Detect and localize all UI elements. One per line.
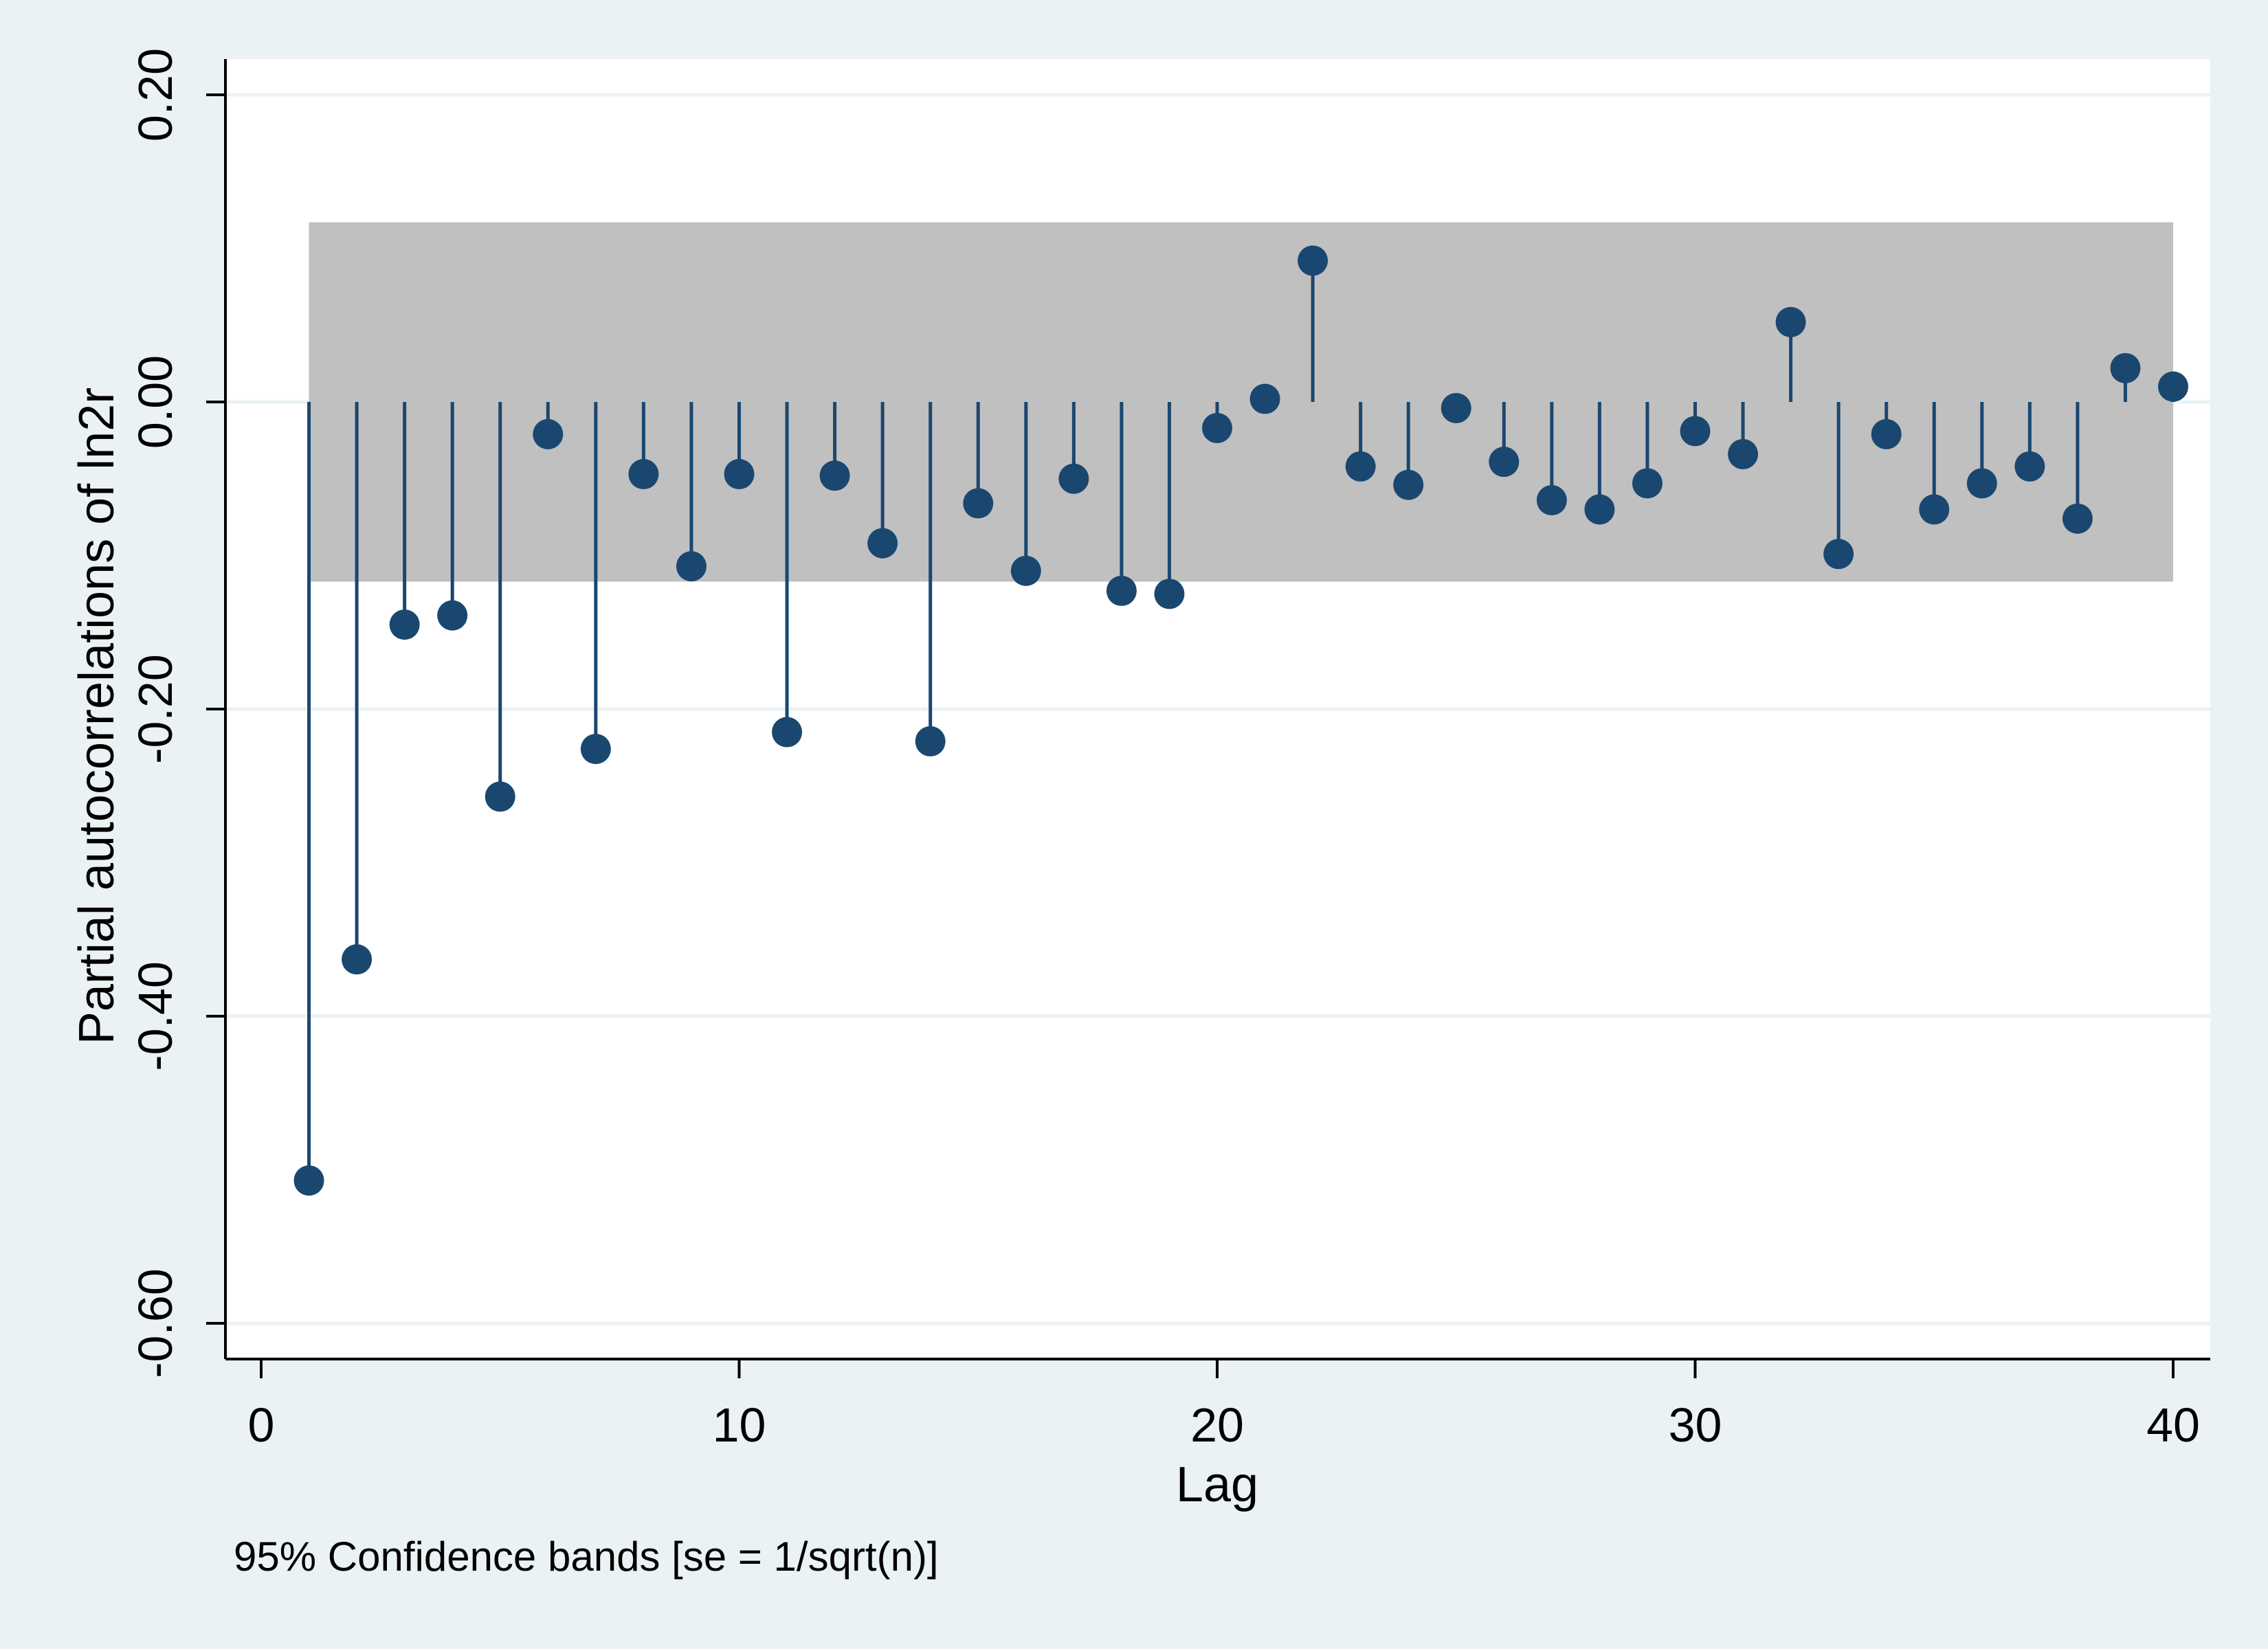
x-axis-ticks: 0 10 20 30 40: [248, 1359, 2200, 1452]
pacf-point: [1966, 468, 1997, 499]
pacf-point: [724, 459, 755, 490]
x-tick-label: 0: [248, 1398, 275, 1452]
pacf-point: [1680, 416, 1711, 447]
pacf-point: [533, 418, 564, 449]
pacf-point: [389, 609, 420, 640]
pacf-point: [437, 600, 468, 631]
pacf-point: [1489, 447, 1520, 478]
pacf-point: [1441, 392, 1471, 423]
pacf-point: [1393, 469, 1424, 500]
y-tick-label: -0.60: [129, 1268, 182, 1378]
x-axis-title: Lag: [1176, 1457, 1258, 1512]
x-tick-label: 10: [713, 1398, 766, 1452]
y-tick-label: 0.20: [129, 48, 182, 142]
pacf-point: [819, 460, 850, 491]
pacf-point: [867, 528, 898, 559]
x-tick-label: 30: [1669, 1398, 1722, 1452]
pacf-point: [1298, 245, 1328, 276]
pacf-point: [1536, 485, 1567, 516]
y-axis-ticks: 0.20 0.00 -0.20 -0.40 -0.60: [129, 48, 225, 1378]
pacf-point: [628, 459, 659, 490]
y-tick-label: -0.40: [129, 961, 182, 1071]
x-tick-label: 20: [1190, 1398, 1244, 1452]
pacf-point: [293, 1165, 324, 1196]
y-axis-title: Partial autocorrelations of ln2r: [69, 388, 124, 1045]
pacf-point: [2062, 503, 2093, 534]
pacf-point: [580, 734, 611, 765]
pacf-point: [963, 488, 994, 519]
pacf-point: [342, 944, 373, 975]
pacf-point: [1154, 579, 1185, 609]
pacf-point: [1919, 494, 1950, 525]
y-tick-label: 0.00: [129, 355, 182, 449]
pacf-point: [1058, 463, 1089, 494]
pacf-point: [1823, 539, 1854, 570]
pacf-point: [1202, 412, 1232, 443]
pacf-point: [2014, 451, 2045, 482]
pacf-point: [1728, 438, 1759, 469]
pacf-point: [1249, 383, 1280, 414]
pacf-point: [1010, 555, 1041, 586]
pacf-point: [2110, 352, 2141, 383]
pacf-point: [915, 726, 946, 756]
chart-note: 95% Confidence bands [se = 1/sqrt(n)]: [234, 1534, 939, 1580]
stems: [293, 245, 2188, 1196]
pacf-point: [1584, 494, 1615, 525]
pacf-point: [1632, 468, 1663, 499]
y-tick-label: -0.20: [129, 654, 182, 764]
pacf-point: [1106, 575, 1137, 606]
x-tick-label: 40: [2146, 1398, 2200, 1452]
confidence-band: [309, 222, 2173, 582]
pacf-point: [1871, 418, 1902, 449]
pacf-point: [676, 551, 707, 582]
pacf-point: [772, 717, 803, 748]
pacf-point: [1345, 451, 1376, 482]
pacf-point: [1775, 306, 1806, 337]
pacf-point: [485, 781, 515, 812]
pacf-point: [2158, 371, 2188, 402]
